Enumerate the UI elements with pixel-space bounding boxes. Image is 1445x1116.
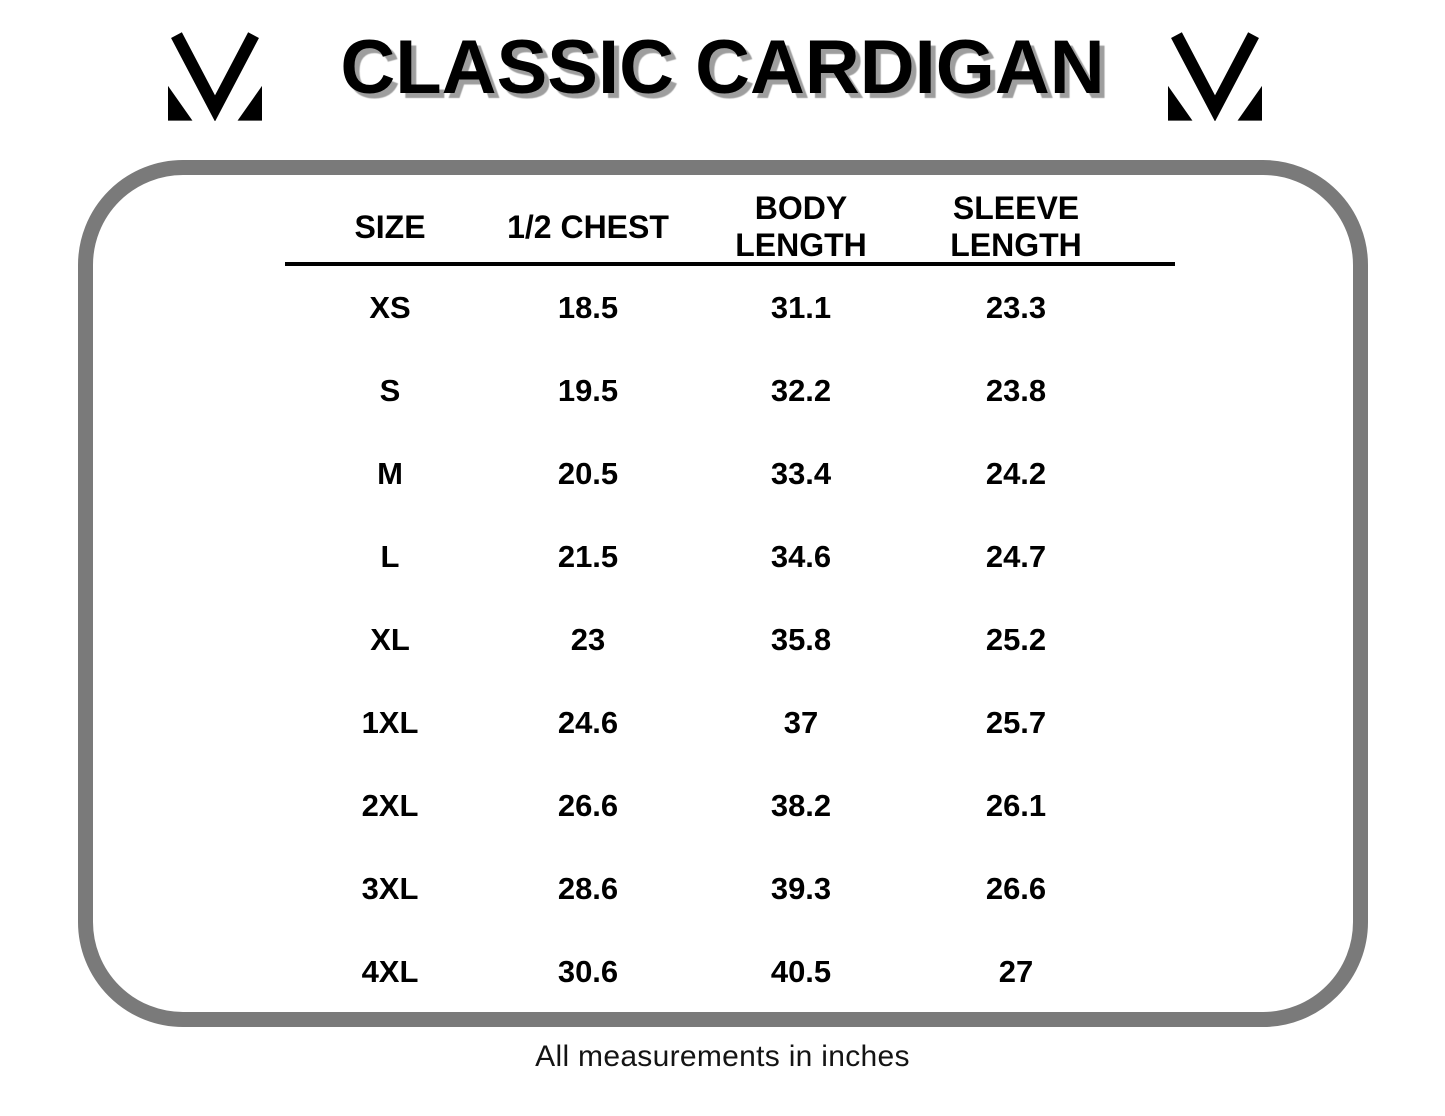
- body-length-value: 38.2: [770, 787, 832, 823]
- page-title: CLASSIC CARDIGAN: [340, 25, 1105, 110]
- size-label: S: [379, 372, 401, 408]
- column-header-sleeve-length: SLEEVE LENGTH: [950, 190, 1082, 263]
- table-row: S 19.5 32.2 23.8: [285, 349, 1175, 432]
- sleeve-length-value: 27: [998, 953, 1034, 989]
- half-chest-value: 21.5: [557, 538, 619, 574]
- half-chest-value: 26.6: [557, 787, 619, 823]
- measurements-note: All measurements in inches: [535, 1040, 910, 1073]
- half-chest-value: 18.5: [557, 289, 619, 325]
- size-label: XL: [370, 621, 410, 657]
- body-length-value: 39.3: [770, 870, 832, 906]
- body-length-value: 31.1: [770, 289, 832, 325]
- table-body: XS 18.5 31.1 23.3 S 19.5 32.2 23.8 M 20.…: [285, 266, 1175, 1013]
- sleeve-length-value: 26.1: [985, 787, 1047, 823]
- sleeve-length-value: 24.7: [985, 538, 1047, 574]
- table-row: M 20.5 33.4 24.2: [285, 432, 1175, 515]
- column-header-body-length: BODY LENGTH: [735, 190, 867, 263]
- table-row: L 21.5 34.6 24.7: [285, 515, 1175, 598]
- table-row: 1XL 24.6 37 25.7: [285, 681, 1175, 764]
- half-chest-value: 23: [570, 621, 606, 657]
- size-label: 4XL: [361, 953, 419, 989]
- brand-monogram-icon: [1168, 32, 1262, 121]
- size-label: 1XL: [361, 704, 419, 740]
- table-row: 4XL 30.6 40.5 27: [285, 930, 1175, 1013]
- table-header-row: SIZE 1/2 CHEST BODY LENGTH SLEEVE LENGTH: [285, 190, 1175, 266]
- half-chest-value: 24.6: [557, 704, 619, 740]
- table-row: XL 23 35.8 25.2: [285, 598, 1175, 681]
- half-chest-value: 19.5: [557, 372, 619, 408]
- table-row: 3XL 28.6 39.3 26.6: [285, 847, 1175, 930]
- sleeve-length-value: 23.3: [985, 289, 1047, 325]
- sleeve-length-value: 25.7: [985, 704, 1047, 740]
- sleeve-length-value: 23.8: [985, 372, 1047, 408]
- size-label: 2XL: [361, 787, 419, 823]
- half-chest-value: 20.5: [557, 455, 619, 491]
- body-length-value: 35.8: [770, 621, 832, 657]
- sleeve-length-value: 24.2: [985, 455, 1047, 491]
- body-length-value: 34.6: [770, 538, 832, 574]
- table-row: XS 18.5 31.1 23.3: [285, 266, 1175, 349]
- size-chart-box: SIZE 1/2 CHEST BODY LENGTH SLEEVE LENGTH…: [78, 160, 1368, 1027]
- brand-monogram-icon: [168, 32, 262, 121]
- body-length-value: 40.5: [770, 953, 832, 989]
- half-chest-value: 28.6: [557, 870, 619, 906]
- column-header-size: SIZE: [354, 208, 426, 245]
- size-label: M: [377, 455, 403, 491]
- size-table: SIZE 1/2 CHEST BODY LENGTH SLEEVE LENGTH…: [285, 190, 1175, 1013]
- half-chest-value: 30.6: [557, 953, 619, 989]
- size-label: 3XL: [361, 870, 419, 906]
- body-length-value: 33.4: [770, 455, 832, 491]
- size-label: XS: [369, 289, 411, 325]
- sleeve-length-value: 26.6: [985, 870, 1047, 906]
- table-row: 2XL 26.6 38.2 26.1: [285, 764, 1175, 847]
- body-length-value: 37: [783, 704, 819, 740]
- size-label: L: [380, 538, 400, 574]
- body-length-value: 32.2: [770, 372, 832, 408]
- sleeve-length-value: 25.2: [985, 621, 1047, 657]
- column-header-half-chest: 1/2 CHEST: [507, 208, 669, 245]
